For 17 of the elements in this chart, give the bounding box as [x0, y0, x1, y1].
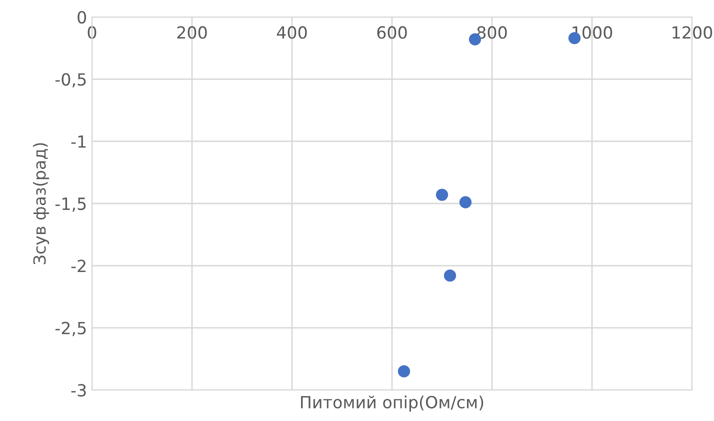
- x-tick-label: 1200: [672, 26, 712, 39]
- x-tick-label: 600: [377, 26, 407, 39]
- x-tick-label: 200: [177, 26, 207, 39]
- y-tick-label: -1,5: [55, 198, 86, 212]
- y-tick-label: -3: [71, 384, 86, 397]
- y-tick-label: -0,5: [55, 73, 86, 88]
- y-tick-label: -2: [71, 260, 86, 272]
- point: [436, 188, 448, 201]
- point: [398, 365, 410, 378]
- y-tick-label: 0: [78, 10, 86, 24]
- point: [459, 196, 472, 208]
- point: [444, 270, 456, 282]
- y-tick-label: -1: [71, 136, 86, 148]
- x-tick-label: 400: [276, 26, 307, 39]
- y-axis-title: Зсув фаз(рад): [32, 143, 50, 264]
- x-axis-title: Питомий опір(Ом/см): [301, 396, 484, 412]
- y-tick-label: -2,5: [55, 322, 86, 336]
